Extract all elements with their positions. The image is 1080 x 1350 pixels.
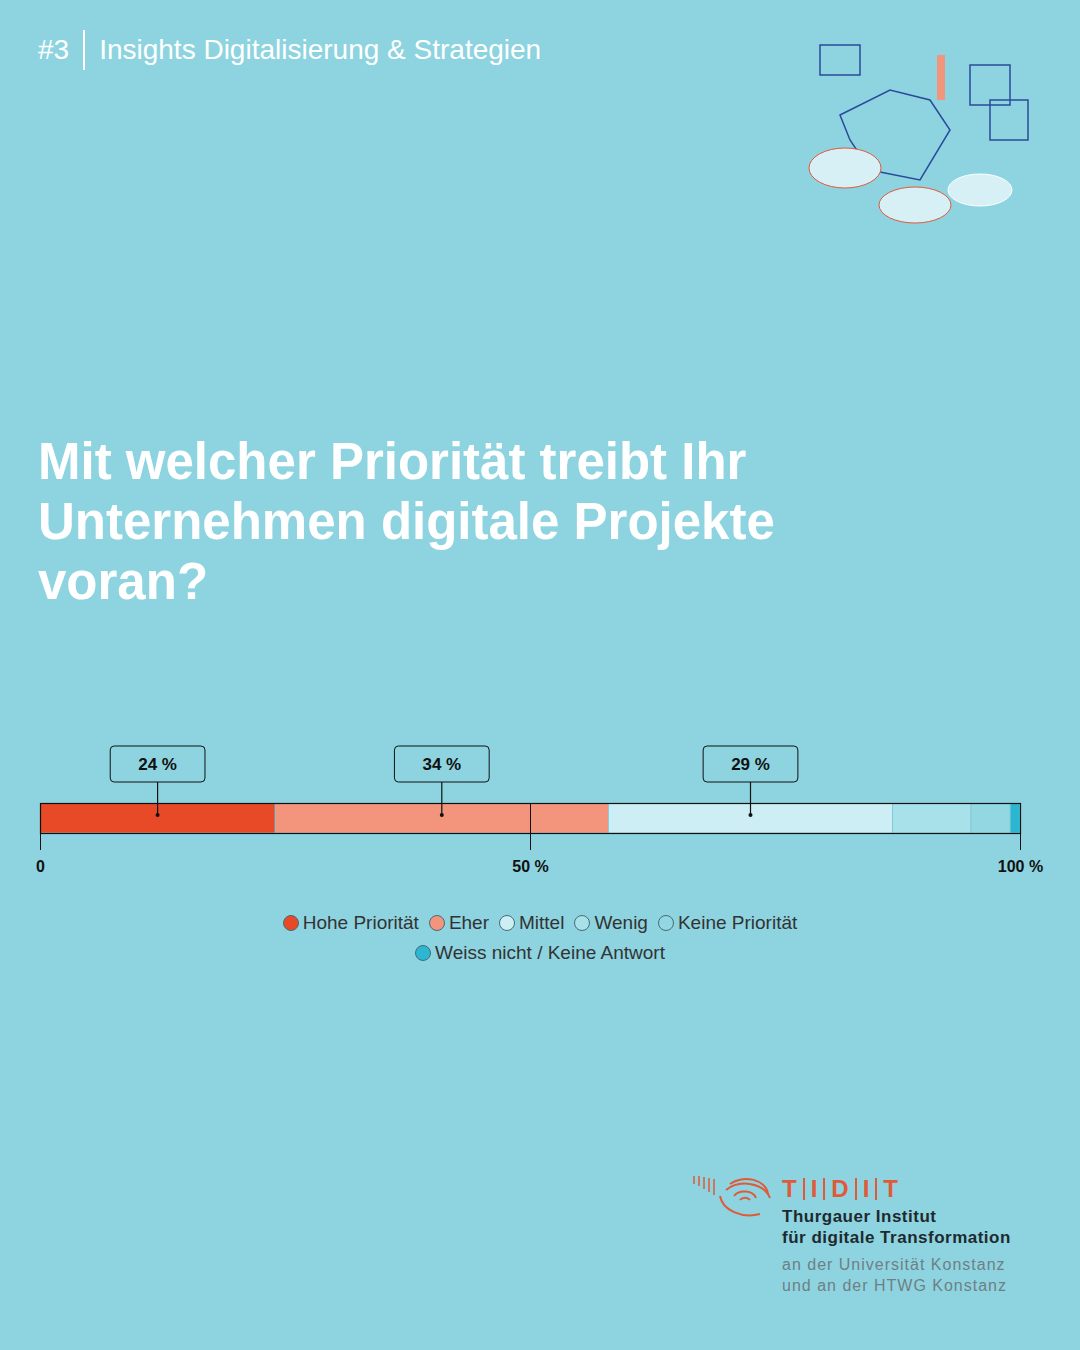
svg-text:50 %: 50 % [512,858,548,875]
html-text:Insights Digitalisierung & Str: Insights Digitalisierung & Strategien [99,34,542,65]
html-text:an der Universität Konstanz: an der Universität Konstanz [782,1256,1006,1273]
html-text:I: I [810,1175,818,1202]
svg-text:34 %: 34 % [422,755,461,774]
html-text:und an der HTWG Konstanz: und an der HTWG Konstanz [782,1277,1007,1294]
html-text:I: I [862,1175,870,1202]
html-text:Mittel: Mittel [519,912,565,933]
html-text:Thurgauer Institut: Thurgauer Institut [782,1207,937,1226]
html-text:Weiss nicht / Keine Antwort: Weiss nicht / Keine Antwort [435,942,665,963]
html-text:T: T [883,1175,898,1202]
svg-text:24 %: 24 % [138,755,177,774]
svg-text:29 %: 29 % [731,755,770,774]
html-text:#3: #3 [38,34,70,65]
html-text:für digitale Transformation: für digitale Transformation [782,1228,1011,1247]
html-text:Wenig: Wenig [594,912,648,933]
html-text:T: T [782,1175,797,1202]
svg-text:100 %: 100 % [998,858,1043,875]
html-text:Eher: Eher [448,912,489,933]
html-text:Keine Priorität: Keine Priorität [677,912,798,933]
html-text:Hohe Priorität: Hohe Priorität [302,912,419,933]
svg-text:0: 0 [36,858,45,875]
html-text:D: D [831,1175,849,1202]
html-text:Mit welcher Priorität treibt I: Mit welcher Priorität treibt Ihr Unterne… [38,433,775,610]
